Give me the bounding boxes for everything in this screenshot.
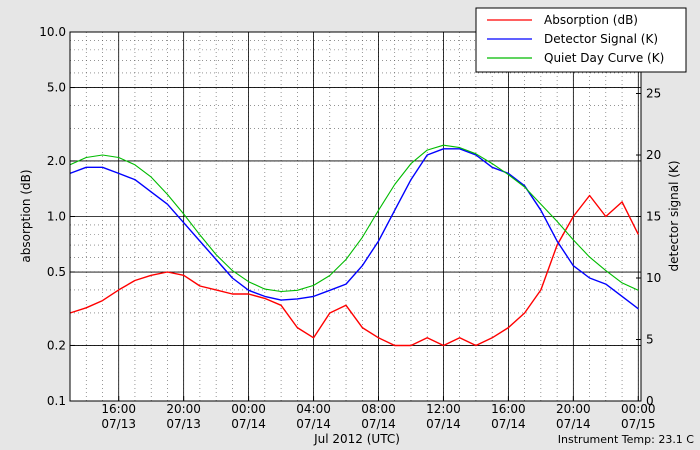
y-right-tick-label: 15 xyxy=(646,210,661,224)
y-left-tick-label: 2.0 xyxy=(47,154,66,168)
y-right-tick-label: 10 xyxy=(646,271,661,285)
left-axis: 0.1 0.2 0.5 1.0 2.0 5.0 10.0 xyxy=(39,25,75,408)
x-axis: 16:0007/1320:0007/1300:0007/1404:0007/14… xyxy=(101,396,656,431)
x-tick-date: 07/14 xyxy=(231,417,266,431)
y-axis-label-left: absorption (dB) xyxy=(19,169,33,262)
x-tick-date: 07/14 xyxy=(361,417,396,431)
x-tick-date: 07/14 xyxy=(296,417,331,431)
instrument-temp: Instrument Temp: 23.1 C xyxy=(558,433,695,446)
y-right-tick-label: 25 xyxy=(646,87,661,101)
x-tick-time: 16:00 xyxy=(101,402,136,416)
legend-label-quiet-day-curve: Quiet Day Curve (K) xyxy=(544,51,664,65)
legend-label-detector-signal: Detector Signal (K) xyxy=(544,32,658,46)
x-tick-time: 20:00 xyxy=(166,402,201,416)
y-left-tick-label: 0.2 xyxy=(47,338,66,352)
x-tick-time: 04:00 xyxy=(296,402,331,416)
x-tick-date: 07/14 xyxy=(491,417,526,431)
detector-signal-line xyxy=(69,148,639,310)
x-tick-time: 20:00 xyxy=(556,402,591,416)
x-tick-date: 07/13 xyxy=(166,417,201,431)
x-tick-time: 12:00 xyxy=(426,402,461,416)
x-tick-date: 07/15 xyxy=(621,417,656,431)
x-tick-date: 07/14 xyxy=(426,417,461,431)
quiet-day-curve-line xyxy=(69,144,639,293)
y-left-tick-label: 10.0 xyxy=(39,25,66,39)
y-left-tick-label: 5.0 xyxy=(47,81,66,95)
series-layer xyxy=(69,144,639,347)
x-tick-time: 16:00 xyxy=(491,402,526,416)
x-tick-date: 07/14 xyxy=(556,417,591,431)
x-axis-label: Jul 2012 (UTC) xyxy=(313,432,400,446)
y-right-tick-label: 0 xyxy=(646,394,654,408)
y-left-tick-label: 1.0 xyxy=(47,210,66,224)
y-right-tick-label: 20 xyxy=(646,148,661,162)
absorption-line xyxy=(69,194,639,347)
y-right-tick-label: 5 xyxy=(646,333,654,347)
legend-box xyxy=(475,7,687,73)
major-gridlines xyxy=(70,31,641,402)
x-tick-date: 07/13 xyxy=(101,417,136,431)
x-tick-time: 00:00 xyxy=(231,402,266,416)
legend-label-absorption: Absorption (dB) xyxy=(544,13,638,27)
x-tick-time: 00:00 xyxy=(621,402,656,416)
y-axis-label-right: detector signal (K) xyxy=(667,160,681,271)
y-left-tick-label: 0.5 xyxy=(47,265,66,279)
right-axis: 0 5 10 15 20 25 xyxy=(636,87,661,408)
legend: Absorption (dB) Detector Signal (K) Quie… xyxy=(475,7,687,73)
y-left-tick-label: 0.1 xyxy=(47,394,66,408)
x-tick-time: 08:00 xyxy=(361,402,396,416)
